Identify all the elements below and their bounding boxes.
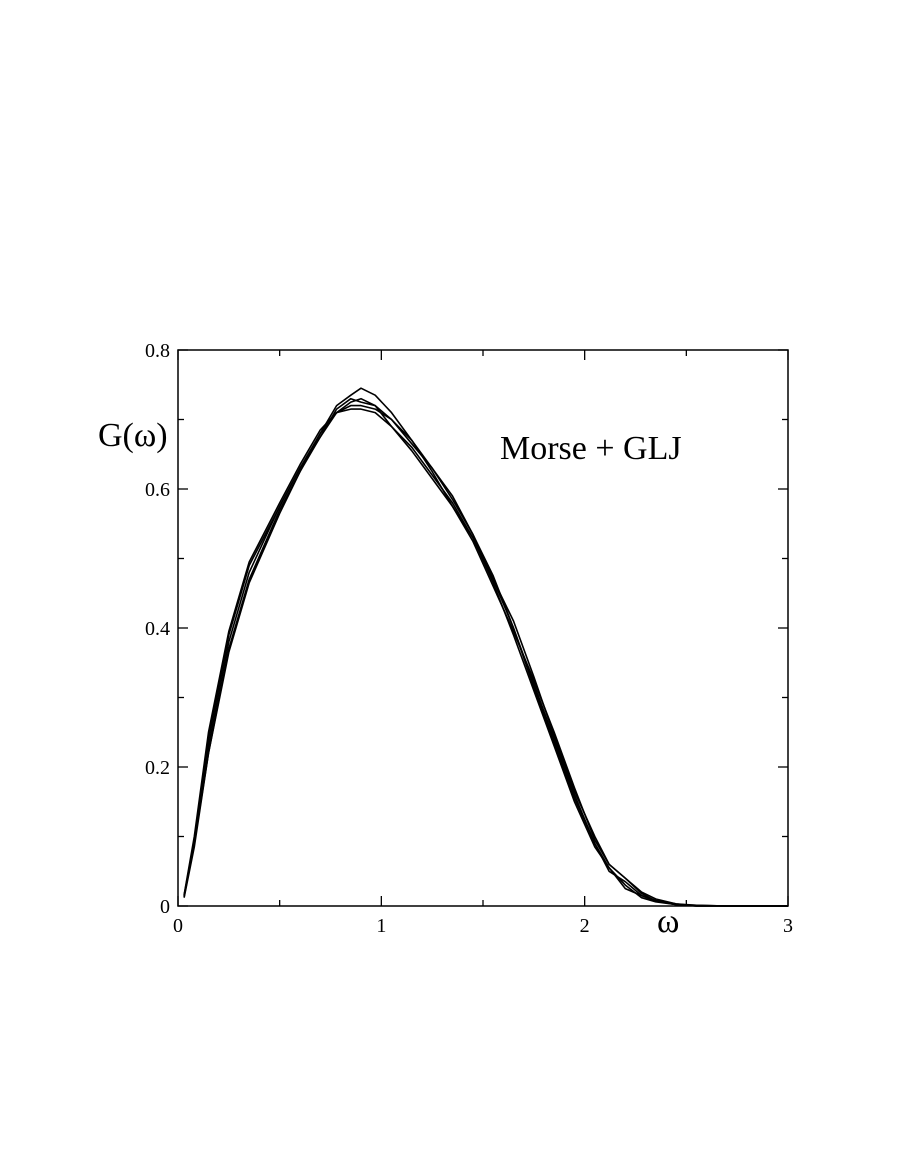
x-axis-label: ω	[657, 903, 679, 940]
tick-labels-group: 0 1 2 3 0 0.2 0.4 0.6 0.8	[145, 340, 793, 937]
y-tick-label: 0	[160, 896, 170, 918]
y-tick-label: 0.8	[145, 340, 170, 362]
series-line-5	[183, 408, 788, 907]
series-line-3	[183, 397, 788, 907]
y-axis-label: G(ω)	[98, 417, 168, 454]
chart-annotation: Morse + GLJ	[500, 430, 682, 467]
x-tick-label: 3	[783, 915, 793, 937]
series-line-2	[183, 387, 788, 907]
ticks-group	[177, 349, 789, 907]
plot-frame	[177, 349, 789, 907]
series-line-4	[183, 397, 788, 907]
x-tick-label: 0	[173, 915, 183, 937]
curves-group	[183, 387, 788, 907]
x-tick-label: 2	[580, 915, 590, 937]
y-tick-label: 0.2	[145, 757, 170, 779]
series-line-1	[183, 404, 788, 907]
x-tick-label: 1	[376, 915, 386, 937]
y-tick-label: 0.4	[145, 618, 170, 640]
y-tick-label: 0.6	[145, 479, 170, 501]
